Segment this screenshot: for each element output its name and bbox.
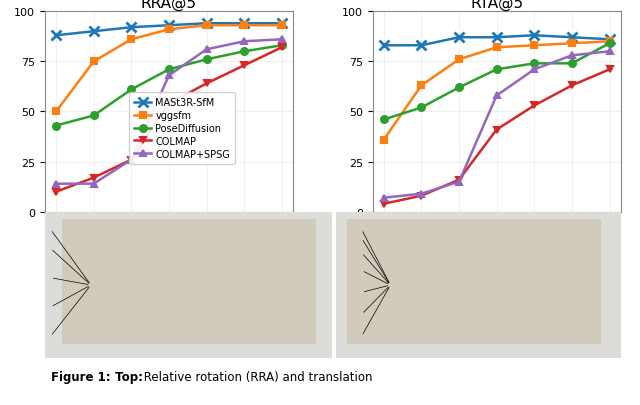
Line: vggsfm: vggsfm: [380, 39, 613, 144]
MASt3R-SfM: [568, 36, 576, 41]
COLMAP+SPSG: [531, 68, 538, 72]
vggsfm: [531, 44, 538, 49]
Line: MASt3R-SfM: MASt3R-SfM: [379, 31, 614, 51]
COLMAP+SPSG: [52, 182, 60, 187]
COLMAP: [52, 190, 60, 195]
Line: vggsfm: vggsfm: [52, 23, 285, 116]
Bar: [348, 220, 601, 344]
vggsfm: [127, 38, 135, 43]
vggsfm: [90, 60, 97, 64]
COLMAP: [241, 64, 248, 68]
COLMAP: [568, 84, 576, 89]
COLMAP: [455, 178, 463, 183]
vggsfm: [493, 46, 500, 51]
Line: COLMAP+SPSG: COLMAP+SPSG: [52, 37, 285, 188]
MASt3R-SfM: [241, 22, 248, 27]
PoseDiffusion: [417, 106, 425, 111]
MASt3R-SfM: [417, 44, 425, 49]
vggsfm: [605, 40, 613, 45]
PoseDiffusion: [455, 86, 463, 91]
PoseDiffusion: [278, 44, 285, 49]
COLMAP: [278, 46, 285, 51]
PoseDiffusion: [90, 114, 97, 119]
MASt3R-SfM: [90, 30, 97, 34]
Bar: [45, 212, 333, 358]
MASt3R-SfM: [605, 38, 613, 43]
COLMAP: [127, 158, 135, 163]
COLMAP: [605, 68, 613, 72]
PoseDiffusion: [493, 68, 500, 72]
PoseDiffusion: [241, 50, 248, 55]
MASt3R-SfM: [531, 34, 538, 38]
vggsfm: [165, 28, 173, 32]
PoseDiffusion: [531, 62, 538, 66]
Bar: [336, 212, 621, 358]
PoseDiffusion: [605, 42, 613, 47]
vggsfm: [417, 84, 425, 89]
PoseDiffusion: [568, 62, 576, 66]
MASt3R-SfM: [278, 22, 285, 27]
Text: Relative rotation (RRA) and translation: Relative rotation (RRA) and translation: [140, 370, 372, 383]
PoseDiffusion: [203, 58, 211, 63]
vggsfm: [241, 24, 248, 29]
PoseDiffusion: [165, 68, 173, 72]
COLMAP: [90, 176, 97, 181]
COLMAP: [417, 194, 425, 198]
COLMAP+SPSG: [127, 158, 135, 163]
Title: RRA@5: RRA@5: [141, 0, 197, 11]
COLMAP+SPSG: [90, 182, 97, 187]
Line: MASt3R-SfM: MASt3R-SfM: [51, 19, 287, 41]
vggsfm: [278, 24, 285, 29]
COLMAP: [531, 104, 538, 109]
COLMAP+SPSG: [203, 48, 211, 53]
Line: PoseDiffusion: PoseDiffusion: [52, 43, 285, 130]
Bar: [62, 220, 316, 344]
COLMAP: [203, 82, 211, 87]
COLMAP+SPSG: [493, 94, 500, 98]
Text: Top:: Top:: [111, 370, 143, 383]
PoseDiffusion: [127, 88, 135, 93]
PoseDiffusion: [380, 118, 388, 123]
MASt3R-SfM: [380, 44, 388, 49]
Title: RTA@5: RTA@5: [470, 0, 524, 11]
Line: COLMAP: COLMAP: [380, 67, 613, 208]
COLMAP+SPSG: [417, 192, 425, 197]
COLMAP+SPSG: [605, 50, 613, 55]
COLMAP+SPSG: [165, 74, 173, 79]
vggsfm: [52, 110, 60, 115]
COLMAP+SPSG: [455, 180, 463, 185]
Legend: MASt3R-SfM, vggsfm, PoseDiffusion, COLMAP, COLMAP+SPSG: MASt3R-SfM, vggsfm, PoseDiffusion, COLMA…: [129, 93, 235, 164]
COLMAP+SPSG: [568, 54, 576, 59]
Line: COLMAP+SPSG: COLMAP+SPSG: [380, 49, 613, 202]
MASt3R-SfM: [455, 36, 463, 41]
MASt3R-SfM: [52, 34, 60, 38]
COLMAP+SPSG: [241, 40, 248, 45]
vggsfm: [380, 138, 388, 143]
PoseDiffusion: [52, 124, 60, 129]
COLMAP+SPSG: [380, 196, 388, 200]
vggsfm: [203, 24, 211, 29]
COLMAP: [165, 102, 173, 107]
COLMAP: [380, 202, 388, 207]
COLMAP: [493, 128, 500, 132]
X-axis label: Number of views: Number of views: [447, 246, 547, 259]
MASt3R-SfM: [203, 22, 211, 27]
vggsfm: [568, 42, 576, 47]
MASt3R-SfM: [165, 24, 173, 29]
X-axis label: Number of views: Number of views: [119, 246, 219, 259]
MASt3R-SfM: [127, 26, 135, 31]
vggsfm: [455, 58, 463, 63]
Line: PoseDiffusion: PoseDiffusion: [380, 40, 613, 124]
Text: Figure 1:: Figure 1:: [51, 370, 110, 383]
Line: COLMAP: COLMAP: [52, 45, 285, 196]
MASt3R-SfM: [493, 36, 500, 41]
Bar: [332, 212, 336, 358]
COLMAP+SPSG: [278, 38, 285, 43]
